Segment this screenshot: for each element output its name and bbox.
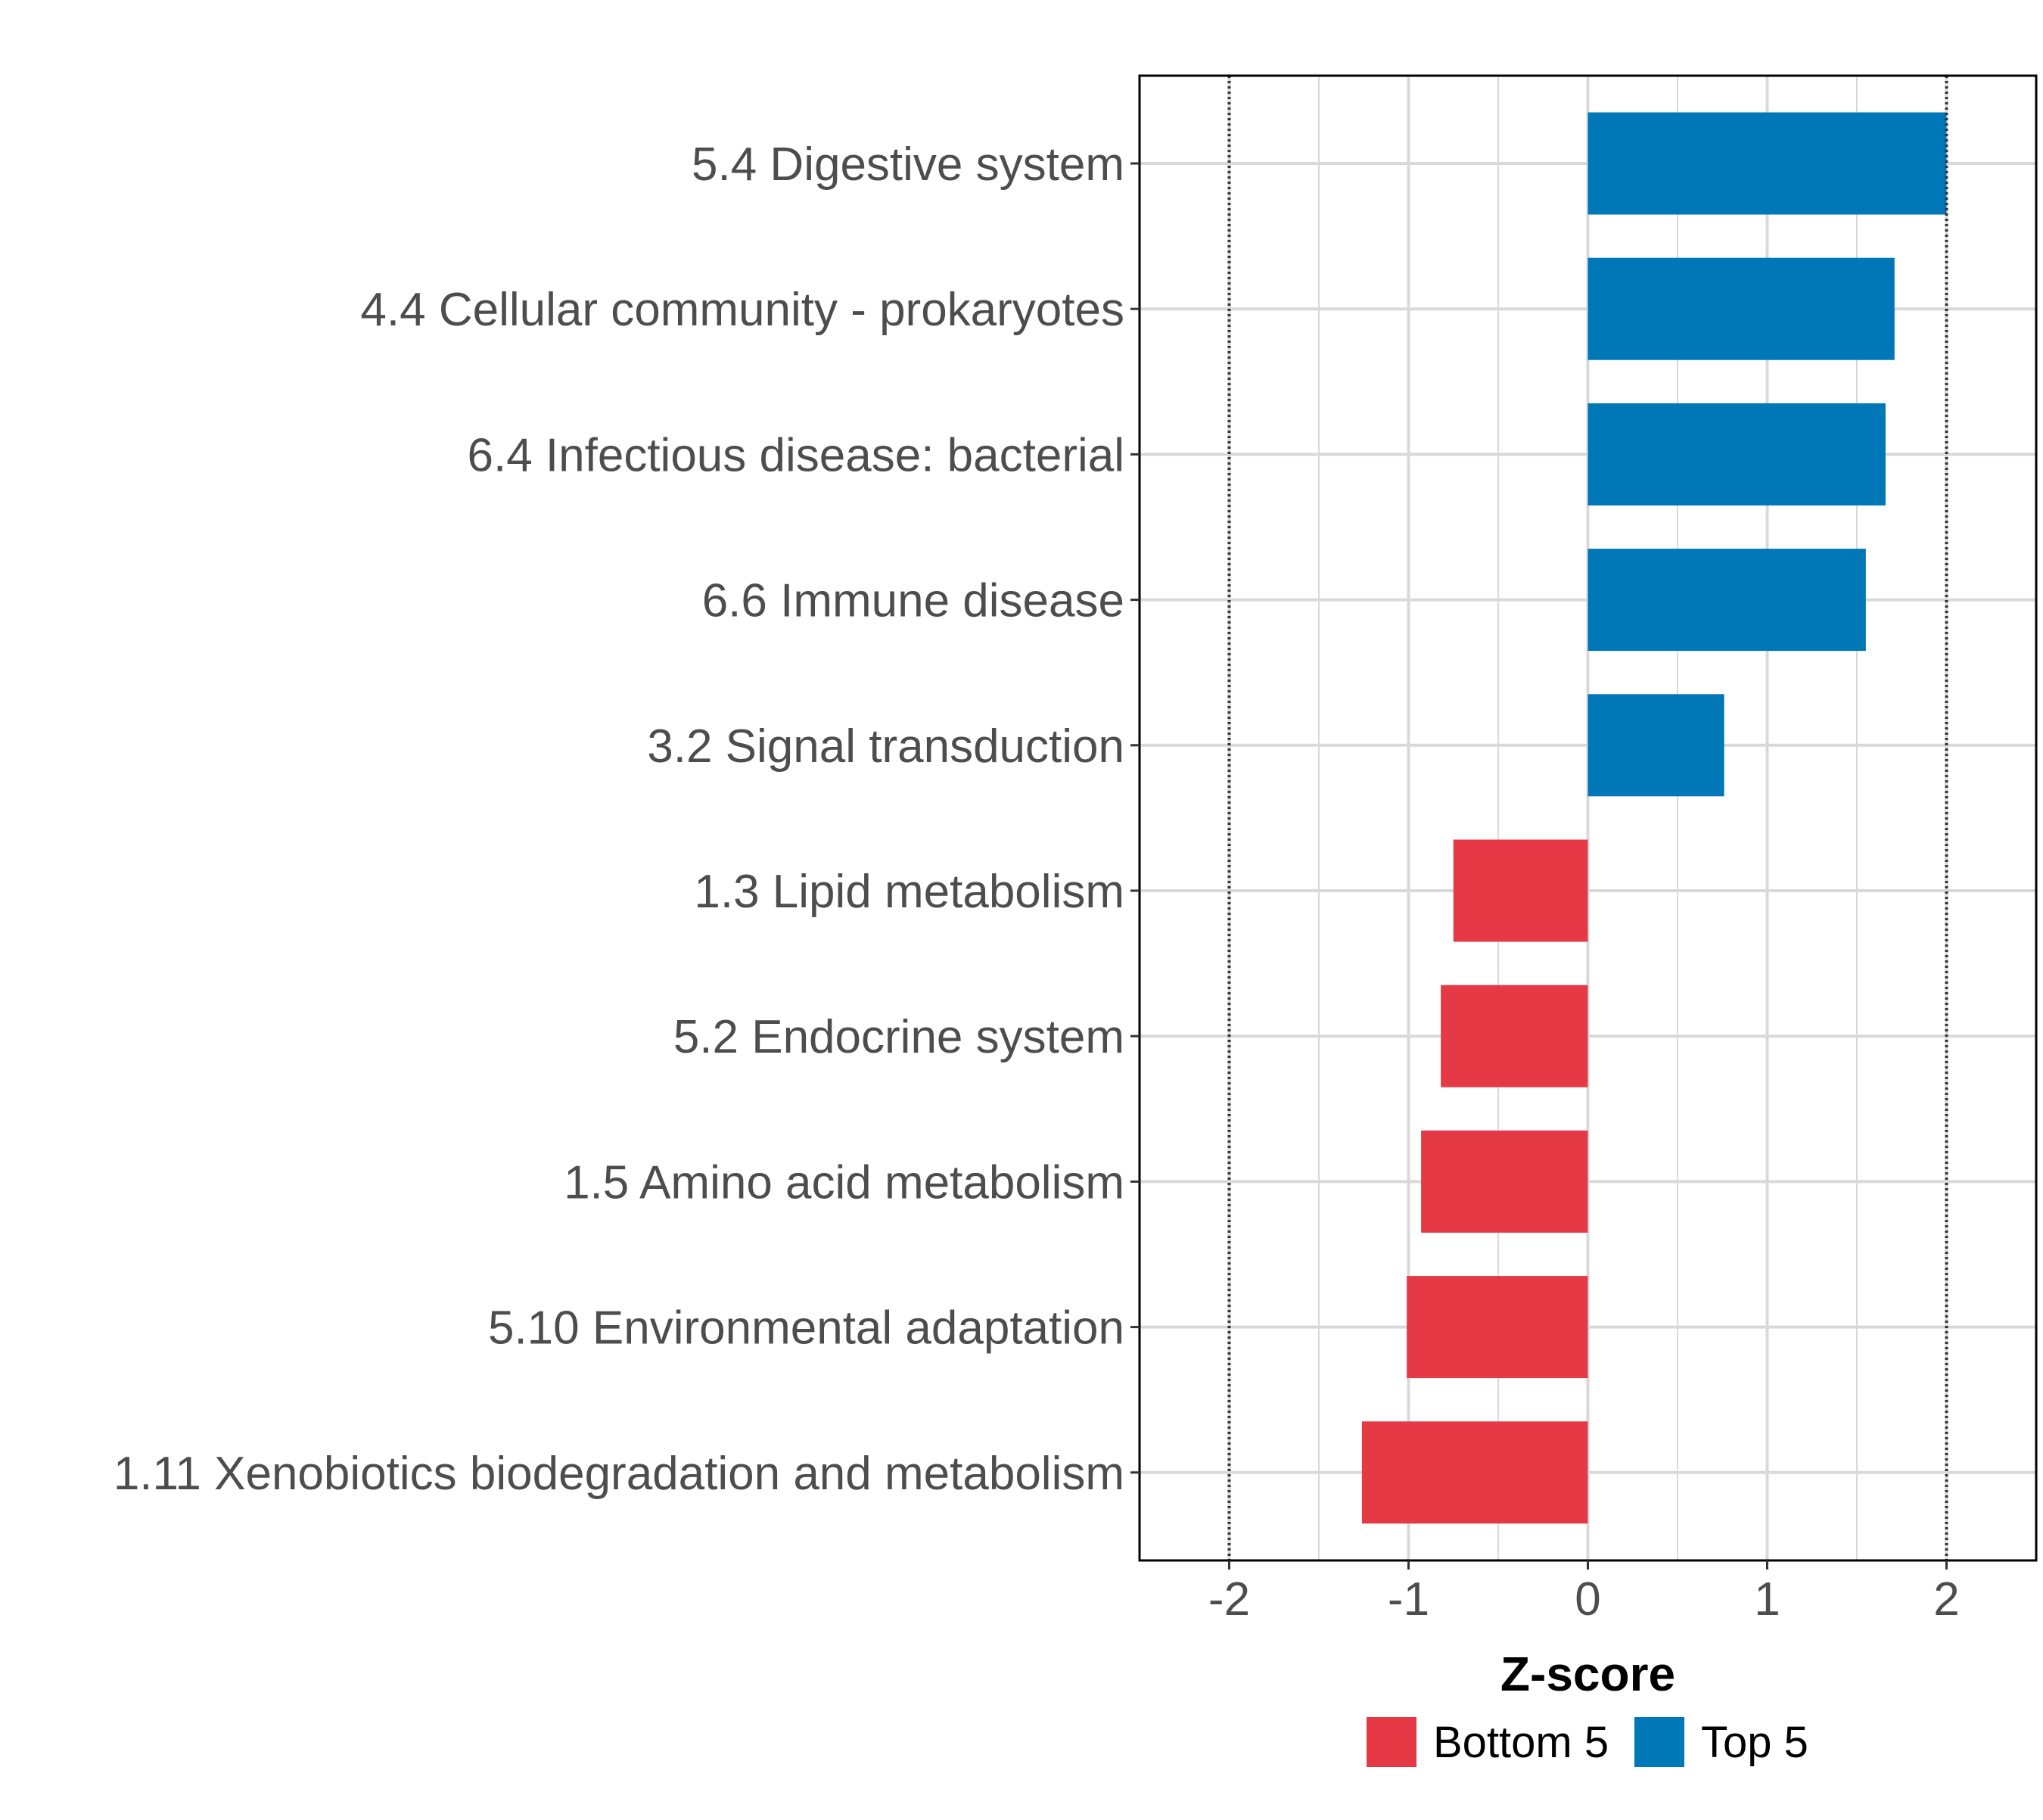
x-axis-title: Z-score (1500, 1647, 1675, 1701)
x-tick-label: 1 (1754, 1573, 1780, 1626)
legend: Bottom 5 Top 5 (1367, 1717, 1808, 1767)
x-tick-label: -2 (1208, 1573, 1250, 1626)
bar-bottom (1407, 1276, 1588, 1379)
y-tick-label: 1.11 Xenobiotics biodegradation and meta… (114, 1448, 1124, 1500)
y-tick-label: 1.3 Lipid metabolism (694, 866, 1124, 918)
y-tick-label: 6.6 Immune disease (702, 575, 1124, 627)
legend-label: Bottom 5 (1433, 1718, 1609, 1767)
bar-bottom (1453, 839, 1588, 942)
x-tick-label: 0 (1575, 1573, 1600, 1626)
x-tick-label: -1 (1388, 1573, 1429, 1626)
bar-top (1587, 257, 1895, 360)
bar-bottom (1421, 1130, 1588, 1233)
x-tick-label: 2 (1933, 1573, 1959, 1626)
legend-label: Top 5 (1701, 1718, 1808, 1767)
bar-bottom (1361, 1421, 1588, 1524)
bar-top (1587, 694, 1724, 797)
bar-top (1587, 403, 1886, 506)
y-tick-label: 4.4 Cellular community - prokaryotes (360, 284, 1124, 336)
y-tick-label: 5.2 Endocrine system (673, 1011, 1124, 1063)
y-tick-label: 6.4 Infectious disease: bacterial (467, 429, 1124, 481)
y-tick-label: 5.10 Environmental adaptation (488, 1302, 1124, 1355)
y-tick-label: 1.5 Amino acid metabolism (564, 1156, 1124, 1209)
bar-layer (1361, 112, 1947, 1524)
bar-top (1587, 549, 1866, 652)
reference-line-layer (1227, 76, 1948, 1560)
bar-top (1587, 112, 1947, 215)
y-axis: 5.4 Digestive system 4.4 Cellular communi… (114, 138, 1140, 1500)
y-tick-label: 3.2 Signal transduction (647, 720, 1124, 773)
y-tick-label: 5.4 Digestive system (692, 138, 1124, 191)
bar-bottom (1441, 985, 1588, 1087)
legend-key (1634, 1717, 1684, 1767)
legend-key (1367, 1717, 1416, 1767)
x-axis: -2 -1 0 1 2 (1208, 1560, 1960, 1626)
